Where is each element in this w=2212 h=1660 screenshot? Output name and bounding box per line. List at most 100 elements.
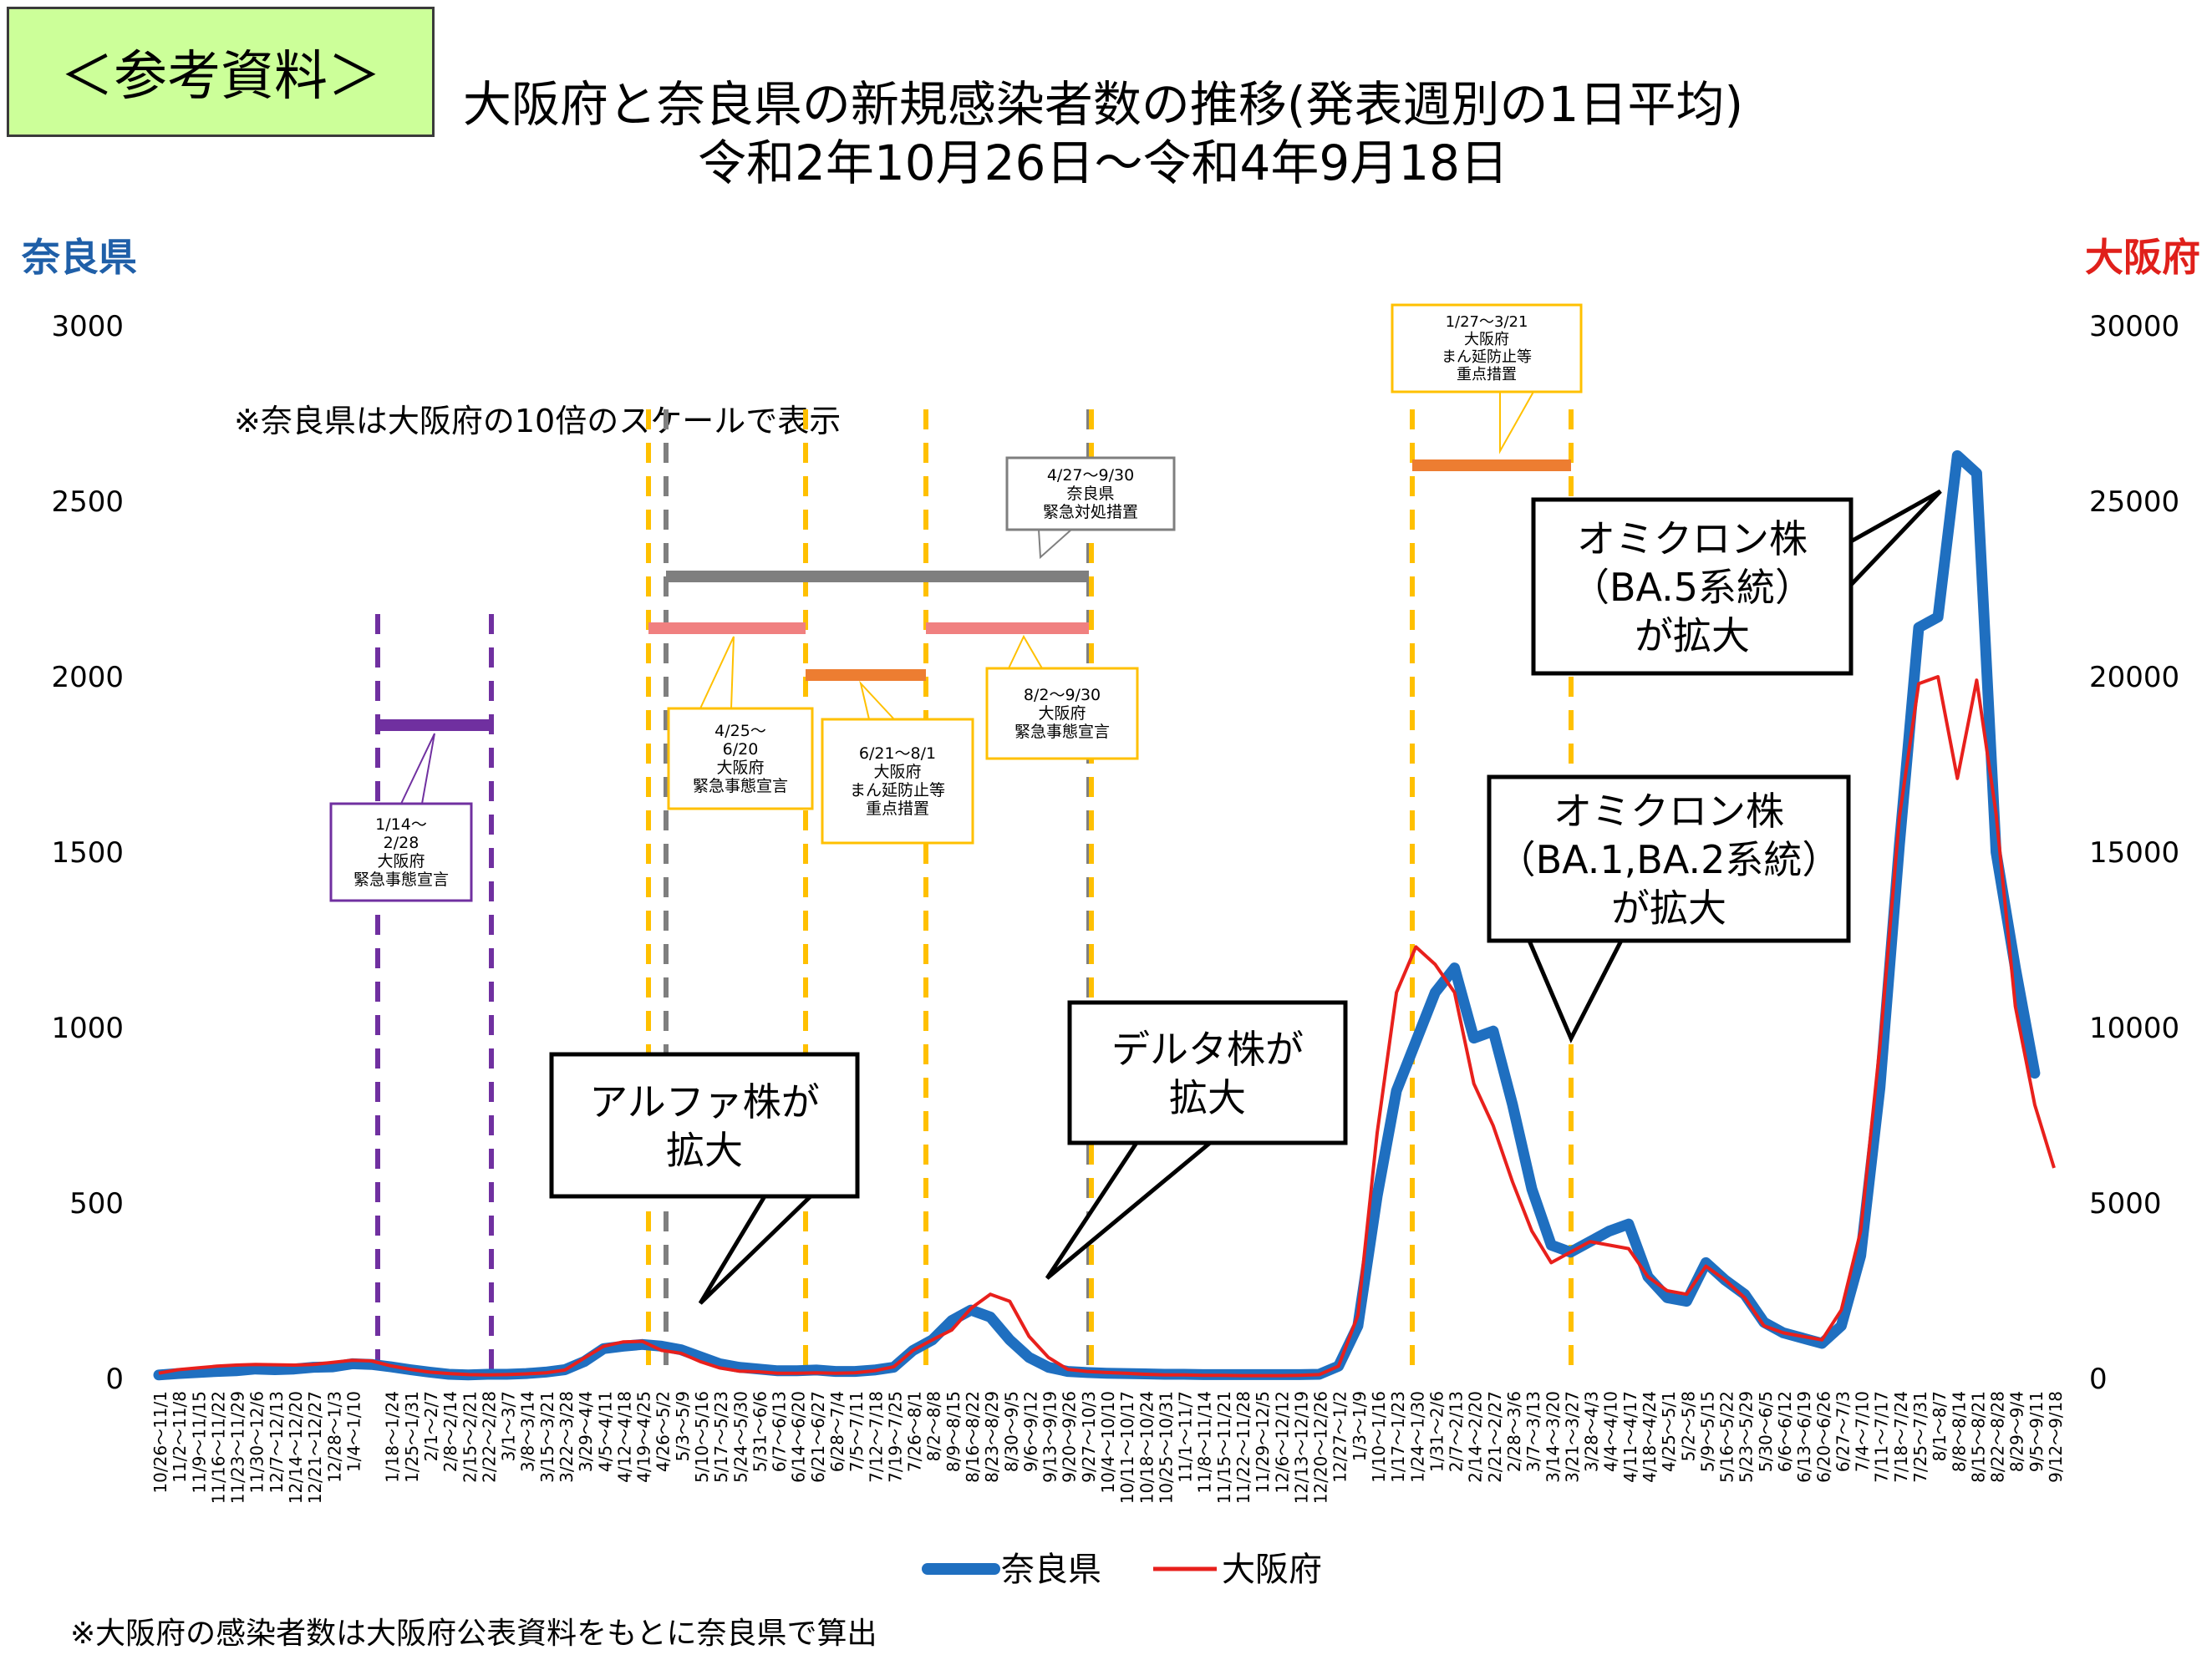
x-tick-label: 7/5～7/11 [847,1391,867,1472]
annotation-box [1531,497,1854,676]
measure-label-line: 4/27～9/30 [1047,466,1134,485]
x-tick-label: 12/7～12/13 [267,1391,287,1494]
x-tick-label: 1/18～1/24 [383,1391,403,1483]
measure-label-line: 緊急事態宣言 [693,777,788,795]
x-tick-label: 8/16～8/22 [963,1391,983,1483]
x-tick-label: 8/22～8/28 [1988,1391,2008,1483]
x-tick-label: 10/25～10/31 [1156,1391,1176,1504]
x-tick-label: 7/26～8/1 [905,1391,925,1472]
x-tick-label: 8/30～9/5 [1001,1391,1021,1472]
x-tick-label: 1/3～1/9 [1350,1391,1370,1461]
x-tick-label: 6/28～7/4 [827,1391,847,1472]
x-tick-label: 12/28～1/3 [324,1391,344,1483]
x-tick-label: 5/10～5/16 [692,1391,712,1483]
x-tick-label: 8/1～8/7 [1930,1391,1950,1461]
x-tick-label: 2/7～2/13 [1447,1391,1467,1472]
measure-box-pointer [859,680,895,720]
measure-label-line: 2/28 [384,834,420,852]
x-tick-label: 10/11～10/17 [1117,1391,1137,1504]
x-tick-label: 8/23～8/29 [982,1391,1002,1483]
x-tick-label: 5/16～5/22 [1717,1391,1737,1483]
x-tick-label: 12/20～12/26 [1311,1391,1331,1504]
measure-label-line: 大阪府 [1038,704,1086,723]
x-tick-label: 1/17～1/23 [1388,1391,1408,1483]
x-tick-label: 12/27～1/2 [1330,1391,1350,1483]
footnote: ※大阪府の感染者数は大阪府公表資料をもとに奈良県で算出 [70,1617,877,1651]
measure-box-pointer [1008,634,1043,669]
x-tick-label: 5/24～5/30 [730,1391,750,1483]
x-tick-label: 9/6～9/12 [1020,1391,1040,1472]
x-tick-label: 2/1～2/7 [421,1391,441,1461]
x-tick-label: 7/18～7/24 [1891,1391,1911,1483]
x-tick-label: 1/25～1/31 [402,1391,422,1483]
annotation-pointer [1045,1141,1212,1280]
x-tick-label: 6/21～6/27 [808,1391,828,1483]
measure-label-line: 奈良県 [1066,485,1114,503]
x-tick-label: 8/9～8/15 [943,1391,964,1472]
x-tick-label: 3/8～3/14 [518,1391,538,1472]
x-tick-label: 12/14～12/20 [286,1391,306,1504]
measure-label-line: 緊急事態宣言 [353,871,449,889]
measure-box [821,718,974,845]
x-tick-label: 8/2～8/8 [924,1391,944,1461]
measure-label-line: 1/27～3/21 [1446,313,1528,331]
x-tick-label: 5/17～5/23 [711,1391,731,1483]
measure-label-line: 6/21～8/1 [859,744,936,763]
x-tick-label: 12/6～12/12 [1272,1391,1292,1494]
right-tick-label: 15000 [2089,836,2179,870]
x-tick-label: 6/20～6/26 [1813,1391,1833,1483]
right-tick-label: 20000 [2089,661,2179,694]
legend-label-osaka: 大阪府 [1222,1551,1322,1589]
left-tick-label: 0 [105,1363,124,1396]
annotation-pointer [1527,939,1624,1043]
x-tick-label: 9/20～9/26 [1060,1391,1080,1483]
chart-subtitle: 令和2年10月26日～令和4年9月18日 [697,135,1509,191]
right-axis-title: 大阪府 [2085,235,2200,280]
x-tick-label: 1/31～2/6 [1426,1391,1447,1472]
left-tick-label: 1000 [51,1012,124,1045]
right-tick-label: 25000 [2089,485,2179,519]
left-tick-label: 2000 [51,661,124,694]
x-tick-label: 11/8～11/14 [1195,1391,1215,1494]
annotation-text: 拡大 [666,1128,743,1173]
x-tick-label: 5/9～5/15 [1697,1391,1717,1472]
x-tick-label: 7/19～7/25 [885,1391,905,1483]
annotation-text: デルタ株が [1111,1027,1304,1072]
annotation-pointer [698,1195,812,1305]
measure-label-line: まん延防止等 [850,781,945,800]
x-tick-label: 3/14～3/20 [1543,1391,1563,1483]
annotation-text: （BA.1,BA.2系統） [1498,837,1841,882]
x-tick-label: 3/29～4/4 [576,1391,596,1472]
x-tick-label: 4/4～4/10 [1601,1391,1621,1472]
x-tick-label: 4/11～4/17 [1620,1391,1640,1483]
measure-label-line: 1/14～ [375,815,427,834]
measure-label-line: 8/2～9/30 [1024,686,1101,704]
measure-box [667,707,814,810]
measure-box [985,667,1139,760]
measure-label-line: 緊急対処措置 [1043,503,1138,521]
x-tick-label: 2/22～2/28 [479,1391,499,1483]
annotation-box [1067,1000,1348,1145]
x-tick-label: 6/14～6/20 [789,1391,809,1483]
x-tick-label: 8/15～8/21 [1968,1391,1988,1483]
x-tick-label: 5/30～6/5 [1756,1391,1776,1472]
scale-note: ※奈良県は大阪府の10倍のスケールで表示 [234,403,841,439]
x-tick-label: 10/4～10/10 [1098,1391,1118,1494]
measure-box [1005,456,1176,531]
measure-box-pointer [1499,391,1534,454]
x-tick-label: 11/9～11/15 [189,1391,209,1494]
left-tick-label: 500 [69,1187,124,1221]
legend-label-nara: 奈良県 [1001,1551,1101,1589]
measure-box-pointer [699,636,735,709]
x-tick-label: 1/10～1/16 [1369,1391,1389,1483]
x-tick-label: 10/26～11/1 [150,1391,170,1494]
x-tick-label: 7/11～7/17 [1872,1391,1892,1483]
x-tick-label: 11/15～11/21 [1214,1391,1234,1504]
x-tick-label: 4/25～5/1 [1659,1391,1679,1472]
measure-label-line: 大阪府 [1464,331,1509,348]
annotation-text: が拡大 [1611,886,1726,931]
measure-label-line: 大阪府 [873,763,921,781]
measure-label-line: 大阪府 [377,852,425,871]
annotation-box [549,1052,860,1199]
x-tick-label: 7/4～7/10 [1853,1391,1873,1472]
